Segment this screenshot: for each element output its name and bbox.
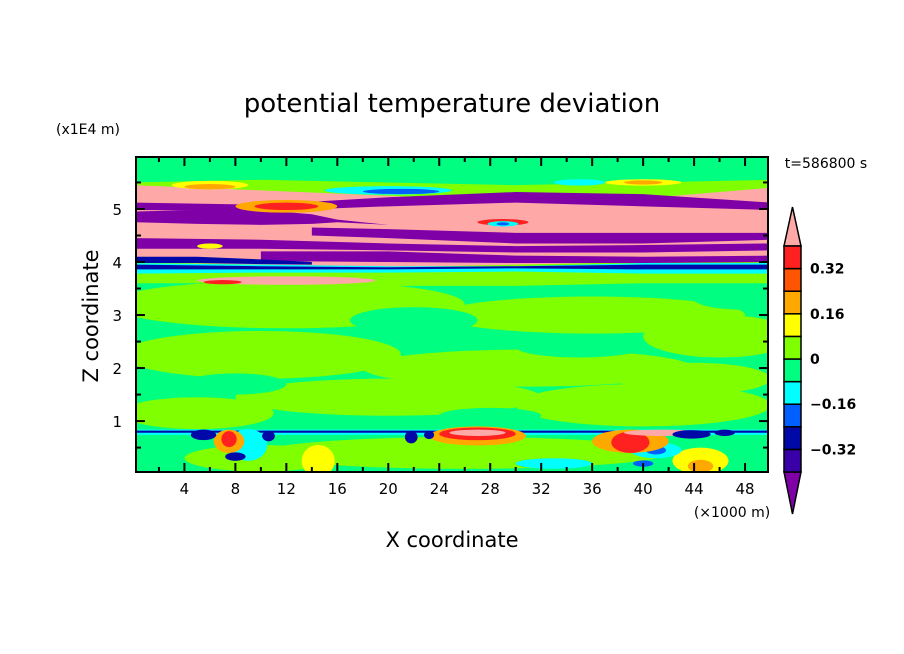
x-tick-label: 40 bbox=[634, 480, 653, 498]
contour-blob bbox=[624, 180, 663, 185]
chart-title: potential temperature deviation bbox=[244, 89, 660, 119]
colorbar-swatch bbox=[783, 426, 802, 451]
colorbar-swatch bbox=[783, 290, 802, 315]
colorbar: 0.32 0.16 0 −0.16 −0.32 bbox=[783, 206, 856, 515]
contour-blob bbox=[423, 430, 435, 440]
colorbar-swatch bbox=[783, 245, 802, 270]
contour-blob bbox=[197, 243, 223, 249]
contour-blob bbox=[515, 383, 768, 427]
colorbar-swatch bbox=[783, 448, 802, 473]
contour-blob bbox=[301, 444, 335, 472]
contour-blob bbox=[643, 315, 768, 358]
contour-blob bbox=[611, 431, 650, 453]
x-tick-label: 44 bbox=[685, 480, 704, 498]
contour-blob bbox=[681, 157, 768, 171]
y-tick-label: 5 bbox=[112, 201, 122, 219]
contour-blob bbox=[515, 336, 644, 358]
contour-blob bbox=[496, 222, 510, 226]
contour-band bbox=[311, 227, 768, 244]
contour-blob bbox=[235, 378, 542, 416]
x-tick-label: 20 bbox=[379, 480, 398, 498]
y-unit-label: (x1E4 m) bbox=[56, 122, 120, 138]
x-tick-label: 32 bbox=[532, 480, 551, 498]
contour-blob bbox=[553, 179, 605, 186]
x-tick-label: 24 bbox=[430, 480, 449, 498]
contour-blob bbox=[136, 330, 401, 379]
x-axis-label: X coordinate bbox=[385, 528, 518, 552]
colorbar-swatch bbox=[783, 403, 802, 428]
contour-blob bbox=[136, 397, 274, 430]
y-tick-label: 3 bbox=[112, 307, 122, 325]
contour-blob bbox=[225, 452, 246, 461]
contour-blob bbox=[439, 407, 542, 424]
colorbar-tick-label: 0 bbox=[810, 352, 820, 368]
contour-blob bbox=[350, 307, 478, 334]
contour-blob bbox=[136, 158, 249, 175]
x-tick-label: 28 bbox=[481, 480, 500, 498]
colorbar-swatch bbox=[783, 380, 802, 405]
contour-blob bbox=[184, 184, 236, 190]
contour-blob bbox=[362, 349, 695, 387]
time-label: t=586800 s bbox=[785, 156, 867, 172]
contour-blob bbox=[221, 431, 237, 448]
x-unit-label: (×1000 m) bbox=[694, 505, 770, 521]
contour-band bbox=[136, 238, 768, 253]
contour-blob bbox=[714, 429, 735, 436]
contour-band bbox=[260, 251, 768, 264]
contour-blob bbox=[254, 202, 319, 211]
contour-blob bbox=[203, 280, 242, 285]
x-tick-label: 12 bbox=[277, 480, 296, 498]
colorbar-swatch bbox=[783, 335, 802, 360]
x-tick-label: 48 bbox=[736, 480, 755, 498]
contour-field bbox=[136, 157, 768, 472]
contour-blob bbox=[515, 458, 593, 469]
colorbar-over-triangle bbox=[783, 206, 802, 247]
contour-band bbox=[136, 256, 312, 265]
y-tick-label: 2 bbox=[112, 360, 122, 378]
contour-blob bbox=[404, 430, 418, 444]
contour-blob bbox=[190, 429, 217, 441]
x-tick-label: 36 bbox=[583, 480, 602, 498]
contour-blob bbox=[672, 430, 711, 439]
contour-blob bbox=[694, 288, 768, 310]
contour-blob bbox=[184, 373, 287, 395]
contour-blob bbox=[617, 362, 768, 395]
y-tick-label: 1 bbox=[112, 413, 122, 431]
colorbar-swatch bbox=[783, 358, 802, 383]
contour-blob bbox=[262, 430, 275, 442]
colorbar-under-triangle bbox=[783, 471, 802, 515]
contour-blob bbox=[687, 459, 714, 472]
colorbar-swatch bbox=[783, 313, 802, 338]
colorbar-tick-label: 0.32 bbox=[810, 262, 845, 278]
y-axis-label: Z coordinate bbox=[79, 249, 103, 382]
contour-band bbox=[136, 210, 389, 225]
y-tick-label: 4 bbox=[112, 254, 122, 272]
colorbar-tick-label: 0.16 bbox=[810, 307, 845, 323]
contour-blob bbox=[197, 276, 376, 285]
x-tick-label: 16 bbox=[328, 480, 347, 498]
colorbar-tick-label: −0.16 bbox=[810, 397, 856, 413]
contour-band bbox=[136, 264, 768, 270]
contour-blob bbox=[449, 429, 506, 436]
colorbar-swatch bbox=[783, 267, 802, 292]
colorbar-tick-label: −0.32 bbox=[810, 442, 856, 458]
contour-blob bbox=[362, 188, 440, 195]
x-tick-label: 4 bbox=[180, 480, 190, 498]
x-tick-label: 8 bbox=[231, 480, 241, 498]
